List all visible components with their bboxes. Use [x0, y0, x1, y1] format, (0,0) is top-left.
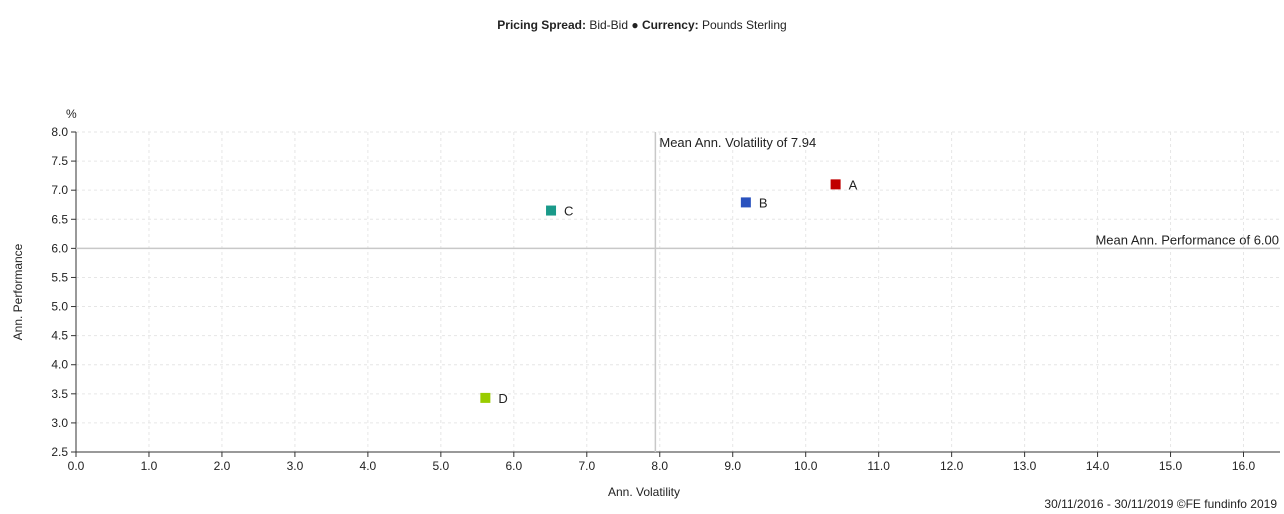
y-tick-label: 6.5 [51, 212, 68, 226]
point-label-a: A [849, 177, 858, 192]
point-label-b: B [759, 195, 768, 210]
x-tick-label: 4.0 [360, 459, 377, 473]
y-axis-label: Ann. Performance [11, 243, 25, 340]
spread-value: Bid-Bid [589, 18, 628, 32]
data-points: A B C D [480, 177, 858, 406]
y-tick-label: 4.5 [51, 329, 68, 343]
grid-lines [75, 131, 1280, 453]
x-tick-label: 9.0 [724, 459, 741, 473]
x-tick-label: 1.0 [141, 459, 158, 473]
date-range-copyright: 30/11/2016 - 30/11/2019 ©FE fundinfo 201… [1044, 497, 1277, 511]
x-tick-label: 13.0 [1013, 459, 1037, 473]
point-b [740, 197, 751, 208]
y-tick-label: 7.5 [51, 154, 68, 168]
y-tick-label: 6.0 [51, 241, 68, 255]
spread-label: Pricing Spread: [497, 18, 586, 32]
x-tick-label: 7.0 [578, 459, 595, 473]
y-tick-label: 3.0 [51, 416, 68, 430]
tick-labels: 0.0 1.0 2.0 3.0 4.0 5.0 6.0 7.0 8.0 9.0 10.0 11.0 12… [51, 125, 1255, 473]
point-label-d: D [498, 391, 507, 406]
point-label-c: C [564, 204, 573, 219]
x-tick-label: 6.0 [505, 459, 522, 473]
currency-label: Currency: [641, 18, 699, 32]
y-tick-label: 4.0 [51, 358, 68, 372]
chart-header: Pricing Spread: Bid-Bid ● Currency: Poun… [0, 18, 1284, 32]
x-tick-label: 3.0 [287, 459, 304, 473]
mean-lines: Mean Ann. Volatility of 7.94 Mean Ann. Pe… [76, 132, 1280, 452]
y-tick-label: 3.5 [51, 387, 68, 401]
currency-value: Pounds Sterling [701, 18, 787, 32]
y-axis-unit: % [66, 107, 77, 121]
x-axis-label: Ann. Volatility [608, 485, 680, 499]
x-tick-label: 8.0 [651, 459, 668, 473]
mean-volatility-label: Mean Ann. Volatility of 7.94 [659, 135, 816, 150]
point-c [546, 205, 557, 216]
x-tick-label: 2.0 [214, 459, 231, 473]
y-tick-label: 7.0 [51, 183, 68, 197]
x-tick-label: 14.0 [1086, 459, 1110, 473]
x-tick-label: 10.0 [794, 459, 818, 473]
x-tick-label: 0.0 [68, 459, 85, 473]
y-tick-label: 2.5 [51, 445, 68, 459]
x-tick-label: 11.0 [867, 459, 890, 473]
x-tick-label: 12.0 [940, 459, 964, 473]
x-tick-label: 16.0 [1232, 459, 1256, 473]
axes [71, 131, 1280, 457]
mean-performance-label: Mean Ann. Performance of 6.00 [1095, 232, 1279, 247]
x-tick-label: 5.0 [433, 459, 450, 473]
point-d [480, 392, 491, 403]
x-tick-label: 15.0 [1159, 459, 1183, 473]
y-tick-label: 5.0 [51, 300, 68, 314]
point-a [830, 179, 841, 190]
separator-dot: ● [631, 18, 639, 32]
y-tick-label: 5.5 [51, 270, 68, 284]
y-tick-label: 8.0 [51, 125, 68, 139]
